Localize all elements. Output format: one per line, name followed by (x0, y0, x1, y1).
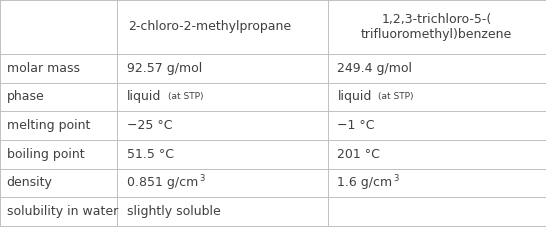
Text: 1,2,3-trichloro-5-(
trifluoromethyl)benzene: 1,2,3-trichloro-5-( trifluoromethyl)benz… (361, 13, 513, 41)
Text: 3: 3 (199, 174, 205, 183)
Text: 3: 3 (394, 174, 399, 183)
Text: 201 °C: 201 °C (337, 148, 381, 161)
Text: 0.851 g/cm: 0.851 g/cm (127, 176, 198, 189)
Text: density: density (7, 176, 52, 189)
Text: solubility in water: solubility in water (7, 205, 118, 218)
Text: 2-chloro-2-methylpropane: 2-chloro-2-methylpropane (128, 20, 292, 34)
Text: slightly soluble: slightly soluble (127, 205, 221, 218)
Text: 249.4 g/mol: 249.4 g/mol (337, 62, 412, 75)
Text: (at STP): (at STP) (378, 92, 414, 101)
Text: boiling point: boiling point (7, 148, 84, 161)
Text: liquid: liquid (127, 90, 162, 103)
Text: (at STP): (at STP) (168, 92, 204, 101)
Text: −25 °C: −25 °C (127, 119, 173, 132)
Text: phase: phase (7, 90, 44, 103)
Text: melting point: melting point (7, 119, 90, 132)
Text: 92.57 g/mol: 92.57 g/mol (127, 62, 203, 75)
Text: 51.5 °C: 51.5 °C (127, 148, 174, 161)
Text: 1.6 g/cm: 1.6 g/cm (337, 176, 393, 189)
Text: −1 °C: −1 °C (337, 119, 375, 132)
Text: molar mass: molar mass (7, 62, 80, 75)
Text: liquid: liquid (337, 90, 372, 103)
